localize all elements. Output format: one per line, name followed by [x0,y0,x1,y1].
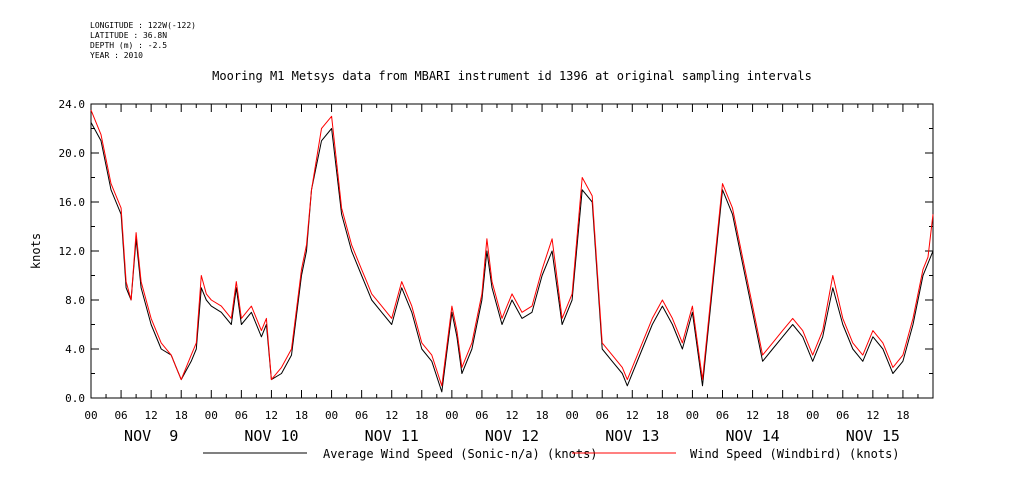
x-hour-label: 18 [535,409,548,422]
x-axis-ticks: 00 06 12 18 00 06 12 18 00 06 12 18 00 06 12 18 00 06 12 18… [84,104,934,445]
depth-text: DEPTH (m) : -2.5 [90,41,168,50]
x-hour-label: 00 [84,409,97,422]
legend-label-windbird: Wind Speed (Windbird) (knots) [690,447,900,461]
x-hour-label: 12 [866,409,879,422]
latitude-text: LATITUDE : 36.8N [90,31,168,40]
x-day-label: NOV 13 [605,427,659,445]
y-tick-label: 0.0 [65,392,85,405]
x-hour-label: 06 [596,409,609,422]
y-tick-label: 24.0 [59,98,86,111]
x-hour-label: 06 [836,409,849,422]
x-hour-label: 06 [475,409,488,422]
year-text: YEAR : 2010 [90,51,143,60]
longitude-text: LONGITUDE : 122W(-122) [90,21,196,30]
series-line-windbird-wind-speed [90,109,934,387]
metadata-block: LONGITUDE : 122W(-122) LATITUDE : 36.8N … [90,21,196,61]
x-day-label: NOV 15 [846,427,900,445]
x-hour-label: 12 [626,409,639,422]
series-line-average-wind-speed [90,122,934,393]
x-hour-label: 18 [175,409,188,422]
y-tick-label: 20.0 [59,147,86,160]
x-day-label: NOV 14 [725,427,779,445]
x-hour-label: 18 [415,409,428,422]
x-hour-label: 06 [235,409,248,422]
y-axis-label: knots [29,233,43,269]
legend: Average Wind Speed (Sonic-n/a) (knots) W… [203,447,900,461]
x-hour-label: 12 [385,409,398,422]
chart-title: Mooring M1 Metsys data from MBARI instru… [212,69,812,83]
x-hour-label: 12 [145,409,158,422]
x-hour-label: 18 [295,409,308,422]
x-day-label: NOV 11 [365,427,419,445]
x-hour-label: 12 [505,409,518,422]
x-hour-label: 12 [746,409,759,422]
x-hour-label: 00 [325,409,338,422]
legend-label-average-wind: Average Wind Speed (Sonic-n/a) (knots) [323,447,598,461]
x-day-label: NOV 12 [485,427,539,445]
x-hour-label: 06 [355,409,368,422]
y-tick-label: 8.0 [65,294,85,307]
x-hour-label: 00 [686,409,699,422]
y-tick-label: 4.0 [65,343,85,356]
plot-frame [90,103,934,399]
x-day-label: NOV 9 [124,427,178,445]
y-tick-label: 16.0 [59,196,86,209]
x-hour-label: 00 [205,409,218,422]
x-hour-label: 18 [656,409,669,422]
x-hour-label: 00 [806,409,819,422]
x-day-label: NOV 10 [244,427,298,445]
y-tick-label: 12.0 [59,245,86,258]
x-hour-label: 06 [716,409,729,422]
x-hour-label: 18 [776,409,789,422]
x-hour-label: 00 [445,409,458,422]
x-hour-label: 12 [265,409,278,422]
x-hour-label: 06 [114,409,127,422]
y-axis-ticks: 0.0 4.0 8.0 12.0 16.0 20.0 24.0 [59,98,933,405]
x-hour-label: 18 [896,409,909,422]
x-hour-label: 00 [566,409,579,422]
series-layer [90,109,934,393]
